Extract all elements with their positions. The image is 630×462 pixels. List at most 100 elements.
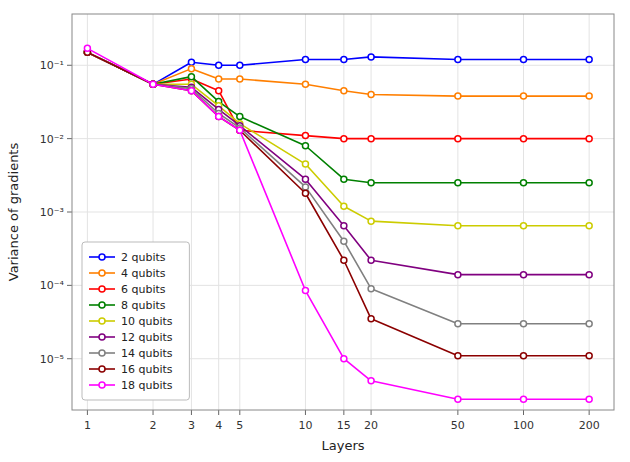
legend-label: 16 qubits: [121, 363, 173, 376]
x-tick-label: 3: [188, 419, 195, 432]
y-tick: [67, 285, 72, 286]
point: [150, 81, 156, 87]
point: [188, 59, 194, 65]
axes: 123451015205010020010⁻⁵10⁻⁴10⁻³10⁻²10⁻¹: [40, 59, 600, 432]
x-tick-label: 5: [236, 419, 243, 432]
legend-label: 18 qubits: [121, 379, 173, 392]
point: [188, 88, 194, 94]
point: [237, 127, 243, 133]
x-tick: [343, 410, 344, 415]
point: [237, 114, 243, 120]
point: [341, 356, 347, 362]
point: [521, 56, 527, 62]
point: [216, 114, 222, 120]
point: [302, 143, 308, 149]
x-axis-label: Layers: [321, 438, 364, 453]
x-tick-label: 100: [513, 419, 534, 432]
y-tick: [67, 358, 72, 359]
point: [216, 62, 222, 68]
series-line: [87, 52, 589, 138]
point: [150, 81, 156, 87]
point: [455, 136, 461, 142]
y-tick-label: 10⁻⁵: [40, 353, 64, 366]
point: [237, 62, 243, 68]
point: [150, 81, 156, 87]
legend: 2 qubits4 qubits6 qubits8 qubits10 qubit…: [82, 242, 189, 400]
x-tick-label: 2: [150, 419, 157, 432]
point: [341, 56, 347, 62]
point: [521, 353, 527, 359]
legend-label: 8 qubits: [121, 299, 166, 312]
x-tick: [87, 410, 88, 415]
point: [188, 74, 194, 80]
x-tick-label: 1: [84, 419, 91, 432]
series-line: [87, 52, 589, 225]
point: [586, 353, 592, 359]
point: [586, 56, 592, 62]
legend-marker: [99, 366, 105, 372]
point: [150, 81, 156, 87]
x-tick-label: 4: [215, 419, 222, 432]
legend-marker: [99, 350, 105, 356]
point: [150, 81, 156, 87]
x-tick-label: 50: [451, 419, 465, 432]
series: [84, 49, 592, 99]
legend-marker: [99, 254, 105, 260]
legend-label: 12 qubits: [121, 331, 173, 344]
legend-marker: [99, 334, 105, 340]
point: [521, 136, 527, 142]
point: [341, 223, 347, 229]
point: [368, 180, 374, 186]
plot-frame: [72, 14, 614, 410]
point: [216, 88, 222, 94]
x-tick: [153, 410, 154, 415]
grid: [72, 14, 614, 410]
y-axis-label: Variance of gradients: [6, 143, 21, 282]
legend-label: 2 qubits: [121, 251, 166, 264]
point: [341, 238, 347, 244]
point: [368, 316, 374, 322]
point: [521, 180, 527, 186]
y-tick: [67, 65, 72, 66]
point: [150, 81, 156, 87]
point: [188, 88, 194, 94]
series-line: [87, 48, 589, 399]
point: [521, 223, 527, 229]
legend-marker: [99, 382, 105, 388]
point: [237, 127, 243, 133]
point: [455, 93, 461, 99]
x-tick: [523, 410, 524, 415]
legend-label: 10 qubits: [121, 315, 173, 328]
series-line: [87, 52, 589, 355]
y-tick-label: 10⁻²: [40, 133, 64, 146]
legend-box: [82, 242, 189, 400]
point: [302, 288, 308, 294]
point: [302, 184, 308, 190]
x-tick: [457, 410, 458, 415]
point: [586, 321, 592, 327]
point: [237, 127, 243, 133]
point: [341, 203, 347, 209]
x-tick: [371, 410, 372, 415]
x-tick-label: 200: [579, 419, 600, 432]
x-tick: [589, 410, 590, 415]
point: [586, 136, 592, 142]
point: [368, 91, 374, 97]
legend-label: 6 qubits: [121, 283, 166, 296]
point: [84, 45, 90, 51]
point: [368, 378, 374, 384]
point: [455, 321, 461, 327]
y-tick-label: 10⁻¹: [40, 59, 64, 72]
series: [84, 45, 592, 402]
point: [302, 56, 308, 62]
series-line: [87, 52, 589, 182]
point: [455, 56, 461, 62]
legend-marker: [99, 302, 105, 308]
point: [150, 81, 156, 87]
x-tick: [218, 410, 219, 415]
point: [368, 286, 374, 292]
point: [521, 272, 527, 278]
point: [455, 353, 461, 359]
series: [84, 49, 592, 228]
point: [341, 176, 347, 182]
